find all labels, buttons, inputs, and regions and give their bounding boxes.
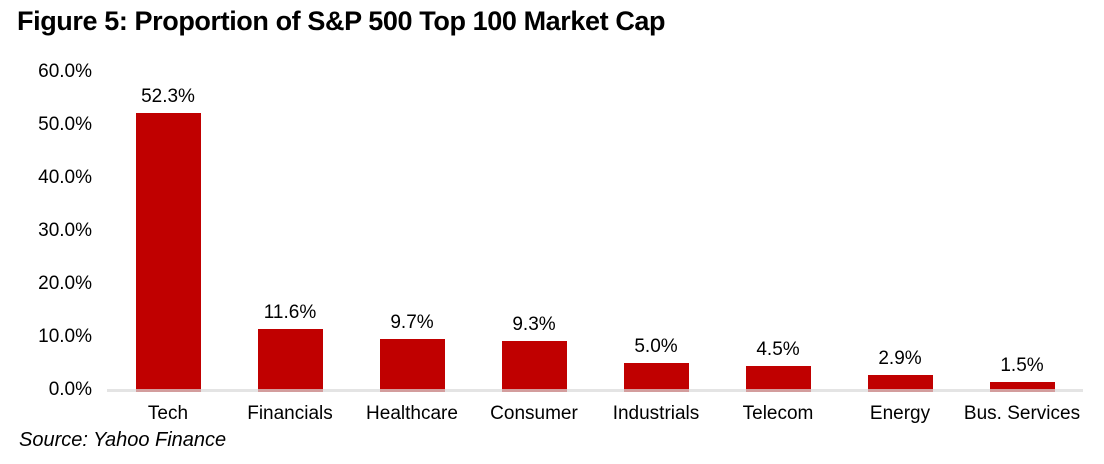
bar-value-label: 11.6% bbox=[263, 302, 317, 323]
bar bbox=[623, 363, 689, 392]
y-tick-label: 40.0% bbox=[38, 167, 92, 188]
y-tick-label: 20.0% bbox=[38, 273, 92, 294]
bar-value-label: 9.3% bbox=[512, 314, 556, 335]
source-note: Source: Yahoo Finance bbox=[19, 429, 227, 451]
bar-column: 52.3% bbox=[107, 72, 229, 392]
x-tick-label: Consumer bbox=[490, 403, 578, 424]
bar-column: 9.7% bbox=[351, 72, 473, 392]
bar-value-label: 52.3% bbox=[141, 86, 195, 107]
y-tick-label: 60.0% bbox=[38, 61, 92, 82]
y-axis: 60.0% 50.0% 40.0% 30.0% 20.0% 10.0% 0.0% bbox=[0, 0, 92, 464]
y-tick-label: 0.0% bbox=[48, 379, 92, 400]
x-tick-label: Telecom bbox=[742, 403, 814, 424]
bar-value-label: 2.9% bbox=[878, 348, 922, 369]
x-axis-line bbox=[107, 389, 1083, 392]
bar bbox=[501, 341, 567, 392]
y-tick-label: 50.0% bbox=[38, 114, 92, 135]
bar bbox=[989, 382, 1055, 392]
bar-value-label: 1.5% bbox=[1000, 355, 1044, 376]
x-tick-label: Bus. Services bbox=[963, 403, 1081, 424]
x-tick-label: Industrials bbox=[612, 403, 700, 424]
bar bbox=[135, 113, 201, 392]
bar-column: 1.5% bbox=[961, 72, 1083, 392]
x-tick-label: Tech bbox=[147, 403, 189, 424]
bar-column: 5.0% bbox=[595, 72, 717, 392]
bar bbox=[745, 366, 811, 392]
bar-value-label: 4.5% bbox=[756, 339, 800, 360]
plot-area: 52.3% 11.6% 9.7% 9.3% 5.0% 4.5% 2.9% 1.5% bbox=[107, 72, 1083, 392]
figure-title: Figure 5: Proportion of S&P 500 Top 100 … bbox=[17, 6, 666, 36]
bar-value-label: 9.7% bbox=[390, 312, 434, 333]
bar bbox=[379, 339, 445, 392]
y-tick-label: 10.0% bbox=[38, 326, 92, 347]
x-tick-label: Healthcare bbox=[366, 403, 458, 424]
x-tick-label: Energy bbox=[869, 403, 931, 424]
x-axis-labels: Tech Financials Healthcare Consumer Industri… bbox=[107, 403, 1083, 425]
bar-column: 4.5% bbox=[717, 72, 839, 392]
bar-column: 9.3% bbox=[473, 72, 595, 392]
x-tick-label: Financials bbox=[247, 403, 333, 424]
bar-column: 2.9% bbox=[839, 72, 961, 392]
bar-value-label: 5.0% bbox=[634, 336, 678, 357]
bar-column: 11.6% bbox=[229, 72, 351, 392]
y-tick-label: 30.0% bbox=[38, 220, 92, 241]
bar bbox=[257, 329, 323, 392]
bar bbox=[867, 375, 933, 392]
